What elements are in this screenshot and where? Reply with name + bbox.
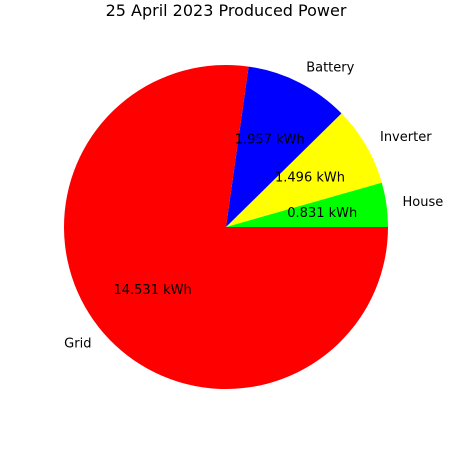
pie-slice-inverter (226, 113, 382, 227)
value-label-battery: 1.957 kWh (235, 133, 305, 148)
chart-title: 25 April 2023 Produced Power (106, 1, 347, 20)
pie-slice-grid (64, 65, 388, 389)
slice-label-house: House (402, 195, 443, 210)
pie-slices (64, 65, 388, 389)
value-label-inverter: 1.496 kWh (275, 171, 345, 186)
pie-labels: House 0.831 kWh Inverter 1.496 kWh Battery 1.… (64, 60, 443, 351)
pie-slice-battery (226, 66, 342, 228)
slice-label-grid: Grid (64, 336, 91, 351)
slice-label-battery: Battery (306, 60, 354, 75)
value-label-grid: 14.531 kWh (113, 283, 191, 298)
value-label-house: 0.831 kWh (287, 206, 357, 221)
slice-label-inverter: Inverter (380, 130, 432, 145)
pie-slice-house (226, 182, 388, 227)
